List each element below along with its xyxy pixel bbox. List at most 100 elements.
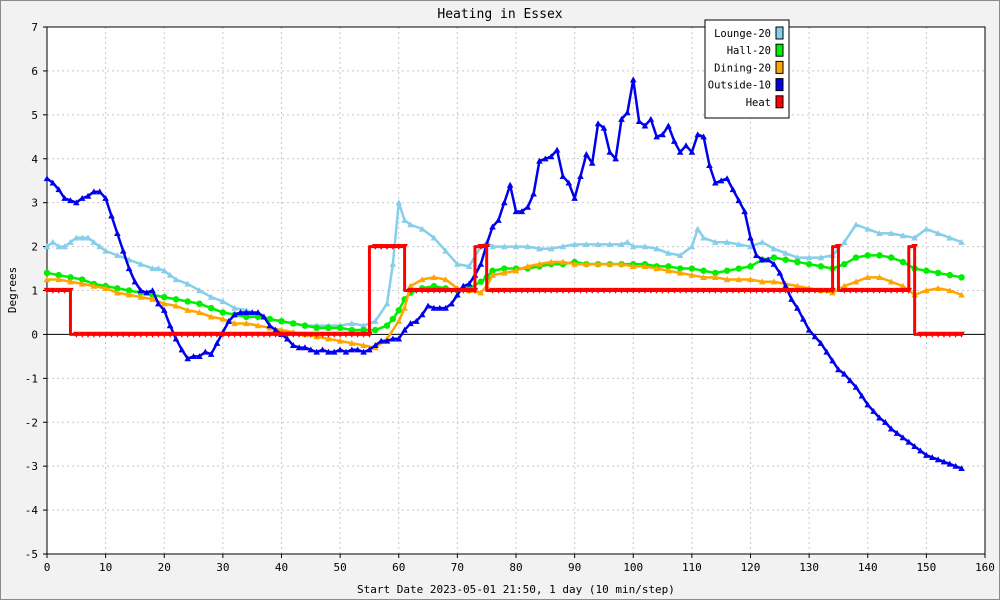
legend-swatch-lounge-20 <box>775 26 784 40</box>
heat-point <box>905 287 913 294</box>
lounge-20-point <box>852 221 860 228</box>
outside-10-point <box>108 212 115 219</box>
x-tick-label: 10 <box>99 561 112 574</box>
lounge-20-point <box>747 243 754 250</box>
hall-20-point <box>899 258 907 266</box>
dining-20-point <box>102 285 109 291</box>
lounge-20-point <box>606 241 614 248</box>
outside-10-point <box>665 122 672 129</box>
lounge-20-point <box>90 238 98 245</box>
lounge-20-point <box>407 221 414 228</box>
hall-20-point <box>958 274 965 281</box>
heat-point <box>196 331 203 338</box>
x-tick-label: 90 <box>568 561 581 574</box>
hall-20-point <box>383 322 391 329</box>
outside-10-point <box>823 348 831 355</box>
heat-point <box>131 331 139 338</box>
heat-point <box>811 287 819 294</box>
dining-20-point <box>653 265 660 272</box>
outside-10-point <box>594 120 602 127</box>
heat-point <box>125 331 133 338</box>
outside-10-point <box>835 366 842 373</box>
outside-10-point <box>454 291 461 298</box>
heat-point <box>653 287 660 294</box>
heat-point <box>178 331 186 338</box>
outside-10-point <box>266 322 274 329</box>
hall-20-point <box>700 267 707 274</box>
heat-point <box>330 331 338 338</box>
heat-point <box>741 287 748 294</box>
outside-10-point <box>160 306 168 313</box>
outside-10-point <box>536 157 543 164</box>
lounge-20-point <box>512 243 520 250</box>
outside-10-point <box>682 142 690 149</box>
heat-point <box>418 287 426 294</box>
lounge-20-point <box>489 243 496 250</box>
heat-point <box>295 331 303 338</box>
hall-20-point <box>125 287 133 294</box>
lounge-20-point <box>688 243 696 250</box>
legend-swatch-heat <box>775 95 784 109</box>
dining-20-point <box>887 278 895 285</box>
heat-point <box>753 287 760 294</box>
outside-10-point <box>383 337 391 344</box>
heat-point <box>231 331 238 338</box>
outside-10-point <box>776 269 784 276</box>
legend-swatch-outside-10 <box>775 78 784 92</box>
hall-20-point <box>114 285 121 292</box>
outside-10-point <box>342 348 350 355</box>
heat-point <box>436 287 444 294</box>
outside-10-point <box>172 335 180 342</box>
hall-20-point <box>336 324 344 332</box>
heat-point <box>471 287 479 294</box>
lounge-20-point <box>96 243 104 250</box>
outside-10-point <box>143 289 150 296</box>
hall-20-point <box>161 293 168 301</box>
lounge-20-point <box>172 276 180 283</box>
outside-10-point <box>694 131 702 138</box>
heat-point <box>600 287 608 294</box>
heat-point <box>958 331 965 338</box>
dining-20-point <box>606 260 614 267</box>
y-tick-label: -5 <box>25 548 38 561</box>
outside-10-point <box>928 454 936 461</box>
outside-10-point <box>354 346 362 353</box>
heat-point <box>184 331 191 338</box>
hall-20-point <box>243 313 250 321</box>
lounge-20-point <box>876 230 883 237</box>
heat-point <box>90 331 98 338</box>
lounge-20-point <box>665 249 672 256</box>
outside-10-point <box>372 342 379 349</box>
lounge-20-point <box>712 238 719 245</box>
lounge-20-point <box>102 247 109 254</box>
dining-20-point <box>360 342 367 349</box>
dining-20-point <box>958 291 965 298</box>
dining-20-point <box>254 322 262 329</box>
lounge-20-point <box>758 238 766 245</box>
outside-10-point <box>213 339 221 346</box>
lounge-20-point <box>196 287 203 294</box>
x-tick-label: 40 <box>275 561 288 574</box>
hall-20-point <box>688 265 696 272</box>
dining-20-point <box>876 274 883 280</box>
heat-point <box>887 287 895 294</box>
heat-point <box>266 331 274 338</box>
outside-10-point <box>436 304 444 311</box>
lounge-20-point <box>841 238 848 245</box>
heat-point <box>536 287 543 294</box>
outside-10-point <box>612 155 619 162</box>
outside-10-point <box>155 300 162 307</box>
heat-point <box>776 287 784 294</box>
hall-20-point <box>841 260 848 268</box>
outside-10-point <box>659 131 666 138</box>
y-tick-label: -4 <box>25 504 39 517</box>
hall-20-point <box>665 263 672 270</box>
outside-10-point <box>571 194 578 201</box>
dining-20-point <box>395 317 403 324</box>
heat-point <box>137 331 145 338</box>
y-tick-label: 3 <box>31 197 38 210</box>
dining-20-point <box>336 337 344 344</box>
outside-10-point <box>747 234 754 241</box>
heat-point <box>172 331 180 338</box>
outside-10-point <box>254 309 262 316</box>
